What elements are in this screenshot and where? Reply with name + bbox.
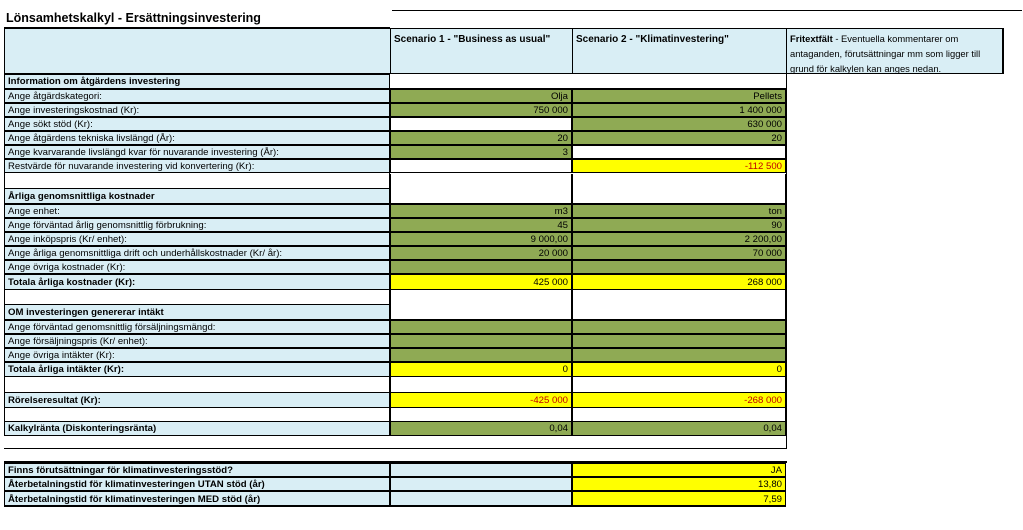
cell-enhet-s2[interactable]: ton <box>572 204 786 218</box>
cell-restvarde-s2: -112 500 <box>572 159 786 173</box>
cell-inkopspris-s1[interactable]: 9 000,00 <box>390 232 572 246</box>
bottom-block-top-rule <box>4 461 787 463</box>
cell-kategori-s1[interactable]: Olja <box>390 89 572 103</box>
spacer-row-1 <box>4 173 390 188</box>
cell-forutsattningar-s1 <box>390 463 572 477</box>
spacer-row-2 <box>4 290 390 304</box>
row-label-livslangd: Ange åtgärdens tekniska livslängd (År): <box>4 131 390 145</box>
row-label-rorelseresultat: Rörelseresultat (Kr): <box>4 392 390 408</box>
section-info-s2-blank <box>572 74 786 89</box>
cell-forutsattningar-s2: JA <box>572 463 786 477</box>
row-label-kalkylranta: Kalkylränta (Diskonteringsränta) <box>4 421 390 436</box>
row-label-restvarde: Restvärde för nuvarande investering vid … <box>4 159 390 173</box>
row-label-kategori: Ange åtgärdskategori: <box>4 89 390 103</box>
label-column-header <box>4 28 391 74</box>
cell-kalkylranta-s1[interactable]: 0,04 <box>390 421 572 436</box>
row-label-ovriga-intakter: Ange övriga intäkter (Kr): <box>4 348 390 362</box>
row-label-investeringskostnad: Ange investeringskostnad (Kr): <box>4 103 390 117</box>
cell-forsaljningsmangd-s2[interactable] <box>572 320 786 334</box>
row-label-drift: Ange årliga genomsnittliga drift och und… <box>4 246 390 260</box>
cell-forsaljningspris-s1[interactable] <box>390 334 572 348</box>
cell-investeringskostnad-s2[interactable]: 1 400 000 <box>572 103 786 117</box>
cell-stod-s2[interactable]: 630 000 <box>572 117 786 131</box>
cell-totala-kostnader-s2: 268 000 <box>572 274 786 290</box>
section-income-s2-blank <box>572 290 786 320</box>
cell-aterbet-utan-s2: 13,80 <box>572 477 786 491</box>
cell-ovriga-kostnader-s2[interactable] <box>572 260 786 274</box>
sheet-title: Lönsamhetskalkyl - Ersättningsinvesterin… <box>6 11 261 25</box>
cell-forsaljningspris-s2[interactable] <box>572 334 786 348</box>
row-label-totala-kostnader: Totala årliga kostnader (Kr): <box>4 274 390 290</box>
cell-restvarde-s1 <box>390 159 572 173</box>
row-label-forsaljningspris: Ange försäljningspris (Kr/ enhet): <box>4 334 390 348</box>
section-income-s1-blank <box>390 290 572 320</box>
cell-forbrukning-s1[interactable]: 45 <box>390 218 572 232</box>
row-label-aterbet-med: Återbetalningstid för klimatinvesteringe… <box>4 491 390 507</box>
cell-kvarvarande-s1[interactable]: 3 <box>390 145 572 159</box>
row-label-forbrukning: Ange förväntad årlig genomsnittlig förbr… <box>4 218 390 232</box>
row-label-forutsattningar: Finns förutsättningar för klimatinvester… <box>4 463 390 477</box>
cell-totala-kostnader-s1: 425 000 <box>390 274 572 290</box>
cell-kvarvarande-s2 <box>572 145 786 159</box>
free-text-header-rest: - Eventuella kommentarer om antaganden, … <box>790 33 981 74</box>
cell-stod-s1 <box>390 117 572 131</box>
spacer-row-4-s1 <box>390 408 572 421</box>
row-label-inkopspris: Ange inköpspris (Kr/ enhet): <box>4 232 390 246</box>
cell-forbrukning-s2[interactable]: 90 <box>572 218 786 232</box>
row-label-aterbet-utan: Återbetalningstid för klimatinvesteringe… <box>4 477 390 491</box>
free-text-right-border <box>1003 28 1004 74</box>
free-text-header-bold: Fritextfält <box>790 33 833 44</box>
free-text-header: Fritextfält - Eventuella kommentarer om … <box>786 28 1003 74</box>
cell-aterbet-med-s1 <box>390 491 572 507</box>
section-info-s1-blank <box>390 74 572 89</box>
row-label-forsaljningsmangd: Ange förväntad genomsnittlig försäljning… <box>4 320 390 334</box>
row-label-stod: Ange sökt stöd (Kr): <box>4 117 390 131</box>
cell-enhet-s1[interactable]: m3 <box>390 204 572 218</box>
section-costs-s1-blank <box>390 174 572 204</box>
scenario1-header-label: Scenario 1 - "Business as usual" <box>394 34 551 45</box>
cell-rorelseresultat-s1: -425 000 <box>390 392 572 408</box>
row-label-totala-intakter: Totala årliga intäkter (Kr): <box>4 362 390 377</box>
top-border <box>392 10 1022 11</box>
spacer-row-3 <box>4 377 390 392</box>
section-costs-s2-blank <box>572 174 786 204</box>
scenario1-header: Scenario 1 - "Business as usual" <box>390 28 573 74</box>
cell-totala-intakter-s2: 0 <box>572 362 786 377</box>
cell-ovriga-intakter-s2[interactable] <box>572 348 786 362</box>
section-info-heading: Information om åtgärdens investering <box>4 74 390 89</box>
cell-ovriga-kostnader-s1[interactable] <box>390 260 572 274</box>
scenario2-header-label: Scenario 2 - "Klimatinvestering" <box>576 34 729 45</box>
cell-ovriga-intakter-s1[interactable] <box>390 348 572 362</box>
cell-rorelseresultat-s2: -268 000 <box>572 392 786 408</box>
row-label-enhet: Ange enhet: <box>4 204 390 218</box>
spacer-row-3-s1 <box>390 377 572 392</box>
cell-inkopspris-s2[interactable]: 2 200,00 <box>572 232 786 246</box>
section-income-heading: OM investeringen genererar intäkt <box>4 304 390 320</box>
cell-forsaljningsmangd-s1[interactable] <box>390 320 572 334</box>
free-text-area[interactable] <box>787 74 1003 449</box>
cell-totala-intakter-s1: 0 <box>390 362 572 377</box>
row-label-ovriga-kostnader: Ange övriga kostnader (Kr): <box>4 260 390 274</box>
spacer-row-4 <box>4 408 390 421</box>
cell-drift-s2[interactable]: 70 000 <box>572 246 786 260</box>
section-costs-heading: Årliga genomsnittliga kostnader <box>4 188 390 204</box>
cell-kalkylranta-s2[interactable]: 0,04 <box>572 421 786 436</box>
cell-aterbet-utan-s1 <box>390 477 572 491</box>
cell-livslangd-s1[interactable]: 20 <box>390 131 572 145</box>
cell-kategori-s2[interactable]: Pellets <box>572 89 786 103</box>
spacer-row-4-s2 <box>572 408 786 421</box>
row-label-kvarvarande: Ange kvarvarande livslängd kvar för nuva… <box>4 145 390 159</box>
free-text-left-border <box>786 74 787 449</box>
cell-livslangd-s2[interactable]: 20 <box>572 131 786 145</box>
cell-aterbet-med-s2: 7,59 <box>572 491 786 507</box>
gap-bottom-rule <box>4 448 787 449</box>
scenario2-header: Scenario 2 - "Klimatinvestering" <box>572 28 787 74</box>
spacer-row-3-s2 <box>572 377 786 392</box>
cell-drift-s1[interactable]: 20 000 <box>390 246 572 260</box>
cell-investeringskostnad-s1[interactable]: 750 000 <box>390 103 572 117</box>
